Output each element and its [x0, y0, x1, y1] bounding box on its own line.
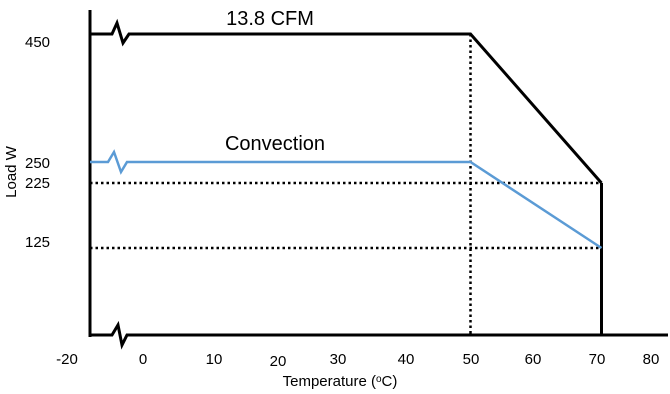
x-axis-line [90, 320, 668, 350]
x-axis-label: Temperature (oC) [283, 373, 398, 390]
y-tick-label-450: 450 [25, 34, 50, 51]
x-tick-label-10: 10 [206, 351, 223, 368]
series-line-cfm [90, 18, 603, 184]
x-tick-label-70: 70 [589, 351, 606, 368]
y-tick-label-225: 225 [25, 175, 50, 192]
axes [88, 10, 668, 350]
x-tick-label-80: 80 [643, 351, 660, 368]
x-tick-label-50: 50 [463, 351, 480, 368]
x-tick-label-40: 40 [398, 351, 415, 368]
reference-lines [90, 34, 602, 335]
series-labels: 13.8 CFM Convection [225, 8, 325, 155]
y-tick-label-250: 250 [25, 155, 50, 172]
series-line-convection [90, 149, 603, 250]
x-tick-label-60: 60 [525, 351, 542, 368]
y-tick-label-125: 125 [25, 234, 50, 251]
series-lines [90, 18, 603, 250]
x-tick-label-0: 0 [139, 351, 147, 368]
x-tick-label-30: 30 [330, 351, 347, 368]
x-tick-label-neg20: -20 [56, 351, 78, 368]
series-label-cfm: 13.8 CFM [226, 8, 314, 30]
x-tick-label-20: 20 [270, 353, 287, 370]
y-tick-labels: 450 250 225 125 [25, 34, 50, 251]
x-tick-labels: -20 0 10 20 30 40 50 60 70 80 [56, 351, 659, 370]
series-label-convection: Convection [225, 133, 325, 155]
y-axis-label: Load W [3, 145, 20, 198]
